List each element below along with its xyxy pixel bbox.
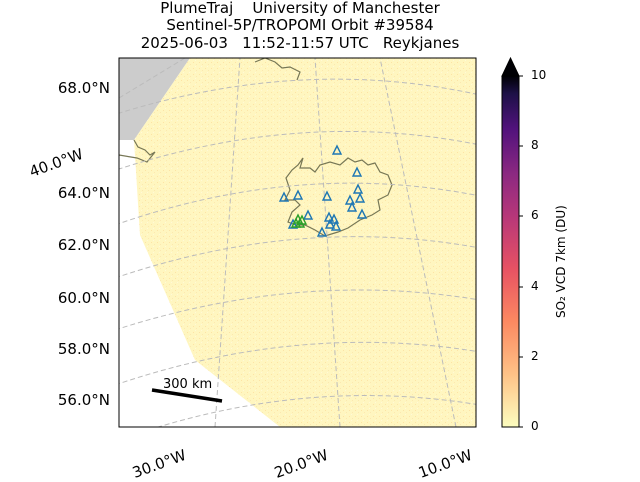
colorbar-tick: 10 [531, 68, 547, 82]
volcano-marker [344, 194, 356, 205]
greenland-coastline [119, 139, 156, 163]
vent-markers [290, 213, 308, 228]
colorbar-tick: 0 [531, 419, 539, 433]
title-line-2: Sentinel-5P/TROPOMI Orbit #39584 [166, 16, 434, 34]
volcano-marker [328, 213, 340, 224]
colorbar-tick: 6 [531, 208, 539, 222]
vent-marker [294, 217, 306, 228]
colorbar-extend-max [501, 56, 520, 77]
volcano-marker [292, 189, 304, 200]
volcano-marker [351, 166, 363, 177]
volcano-marker [302, 209, 314, 220]
volcano-marker [331, 144, 343, 155]
scale-bar-label: 300 km [163, 377, 213, 392]
volcano-marker [330, 220, 342, 231]
coastline-fragment [254, 58, 301, 81]
volcano-marker [287, 218, 299, 229]
colorbar-label: SO₂ VCD 7km (DU) [554, 205, 568, 318]
volcano-marker [356, 208, 368, 219]
colorbar-gradient [501, 75, 520, 428]
satellite-swath [134, 58, 476, 427]
lat-label: 64.0°N [57, 184, 110, 202]
map-area [119, 58, 476, 427]
lat-label: 68.0°N [57, 79, 110, 97]
colorbar [501, 56, 523, 428]
scale-bar [151, 388, 223, 403]
lat-label: 60.0°N [57, 289, 110, 307]
volcano-markers [278, 144, 368, 237]
volcano-marker [324, 218, 336, 229]
volcano-marker [278, 191, 290, 202]
lat-label: 56.0°N [57, 391, 110, 409]
volcano-marker [346, 201, 358, 212]
colorbar-tick: 2 [531, 349, 539, 363]
title-line-3: 2025-06-03 11:52-11:57 UTC Reykjanes [140, 34, 460, 52]
title-line-1: PlumeTraj University of Manchester [160, 0, 440, 17]
volcano-marker [316, 226, 328, 237]
colorbar-tick: 4 [531, 279, 539, 293]
volcano-marker [321, 190, 333, 201]
graticule [119, 58, 476, 427]
volcano-marker [352, 183, 364, 194]
lat-label: 58.0°N [57, 340, 110, 358]
greenland-land [119, 58, 190, 140]
lat-label: 62.0°N [57, 236, 110, 254]
map-frame [118, 57, 477, 428]
colorbar-tick: 8 [531, 138, 539, 152]
volcano-marker [354, 192, 366, 203]
